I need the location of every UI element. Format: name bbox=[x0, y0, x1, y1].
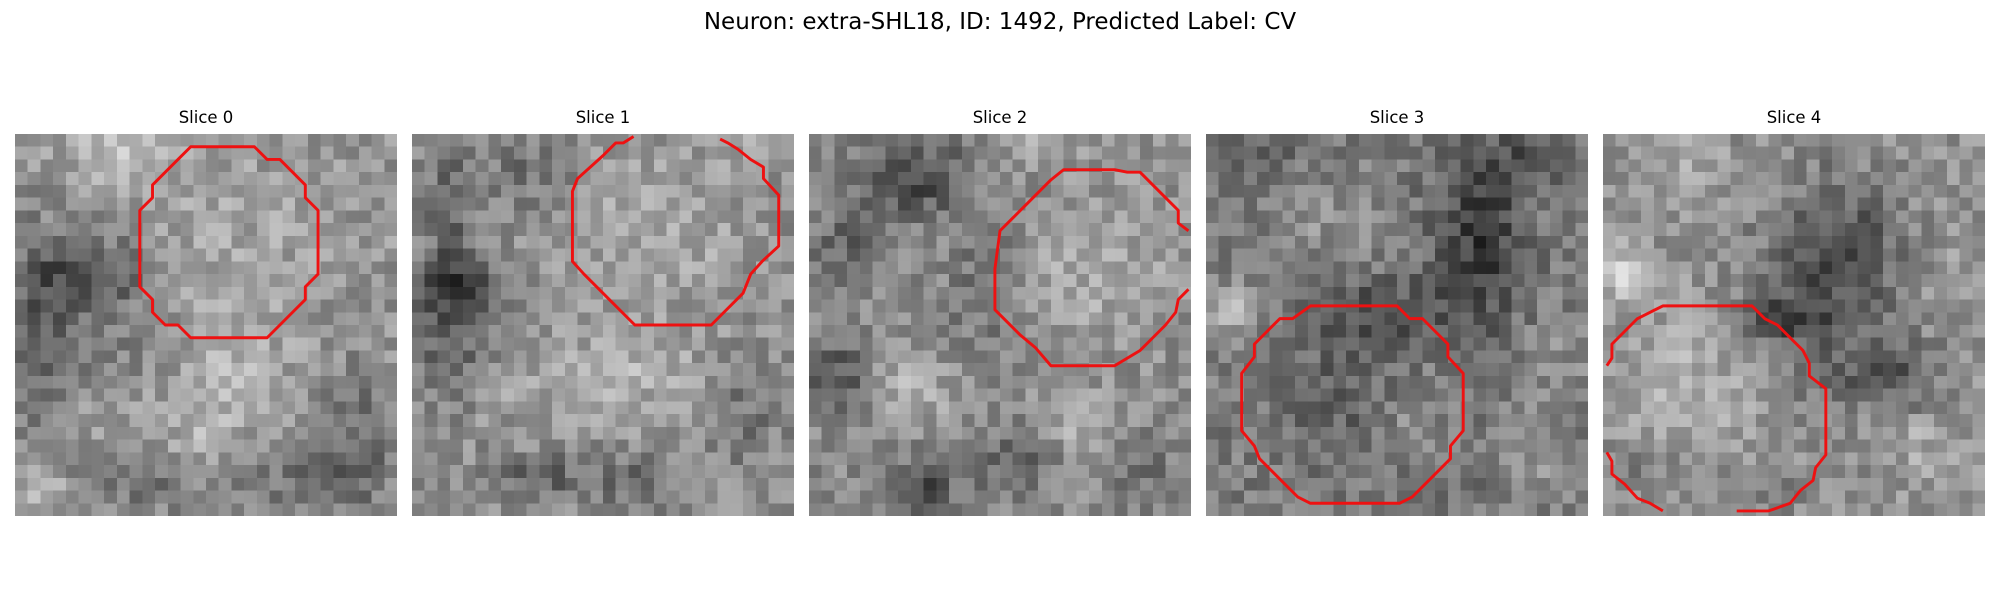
roi-contour bbox=[993, 168, 1190, 368]
slice-panel-3: Slice 3 bbox=[1206, 107, 1588, 521]
slice-panel-2: Slice 2 bbox=[809, 107, 1191, 521]
figure-title: Neuron: extra-SHL18, ID: 1492, Predicted… bbox=[703, 9, 1297, 35]
slice-image-3 bbox=[1206, 134, 1588, 516]
slice-panel-1: Slice 1 bbox=[412, 107, 794, 521]
slice-image-0 bbox=[15, 134, 397, 516]
slice-title-2: Slice 2 bbox=[972, 108, 1028, 127]
roi-contour bbox=[1240, 304, 1465, 505]
slice-title-4: Slice 4 bbox=[1766, 108, 1822, 127]
slice-image-4 bbox=[1603, 134, 1985, 516]
slice-title-1: Slice 1 bbox=[575, 108, 631, 127]
slice-title-0: Slice 0 bbox=[178, 108, 234, 127]
slice-image-2 bbox=[809, 134, 1191, 516]
roi-contour-lower bbox=[1605, 451, 1664, 513]
slice-image-1 bbox=[412, 134, 794, 516]
slice-title-3: Slice 3 bbox=[1369, 108, 1425, 127]
roi-contour bbox=[570, 135, 781, 327]
roi-contour bbox=[138, 145, 320, 340]
slice-panel-4: Slice 4 bbox=[1603, 107, 1985, 521]
slice-panel-0: Slice 0 bbox=[15, 107, 397, 521]
roi-contour-upper bbox=[1605, 304, 1828, 513]
